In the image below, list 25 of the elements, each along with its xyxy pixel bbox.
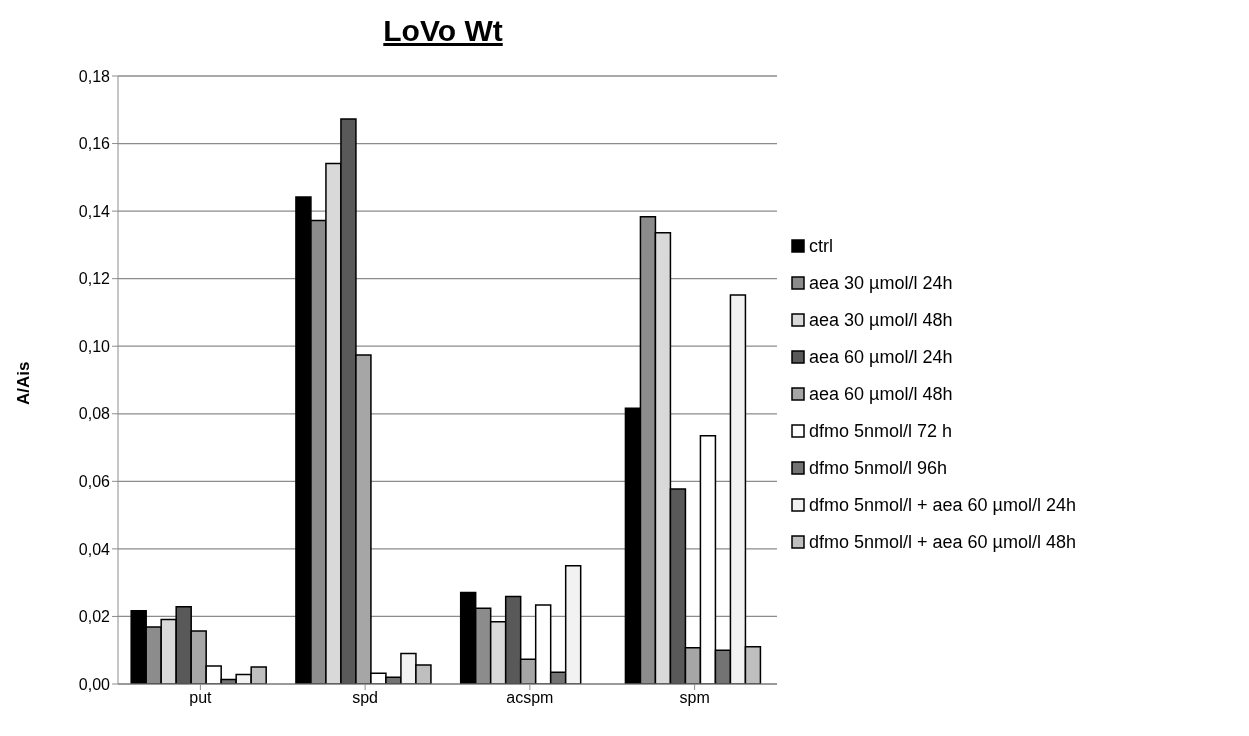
legend-label: aea 30 µmol/l 48h [809,308,953,332]
legend-label: dfmo 5nmol/l 96h [809,456,948,480]
y-tick-label: 0,14 [78,202,111,220]
legend-label: dfmo 5nmol/l + aea 60 µmol/l 48h [809,530,1077,554]
legend-label: dfmo 5nmol/l + aea 60 µmol/l 24h [809,493,1077,517]
y-tick-label: 0,00 [78,675,111,693]
y-tick-label: 0,08 [78,405,111,423]
y-axis-title: A/Ais [14,361,34,405]
x-tick-label: acspm [506,689,554,707]
y-tick-label: 0,12 [78,270,111,288]
legend-label: aea 60 µmol/l 24h [809,345,953,369]
y-tick-label: 0,10 [78,337,111,355]
legend-label: aea 30 µmol/l 24h [809,271,953,295]
legend-label: dfmo 5nmol/l 72 h [809,419,953,443]
chart-title: LoVo Wt [382,13,504,49]
x-tick-label: put [189,689,213,707]
y-tick-label: 0,02 [78,608,111,626]
y-tick-label: 0,06 [78,473,111,491]
y-tick-label: 0,16 [78,135,111,153]
y-tick-label: 0,04 [78,540,111,558]
x-tick-label: spm [679,689,710,707]
y-tick-label: 0,18 [78,67,111,85]
legend-label: aea 60 µmol/l 48h [809,382,953,406]
legend-label: ctrl [809,234,833,258]
x-tick-label: spd [352,689,379,707]
